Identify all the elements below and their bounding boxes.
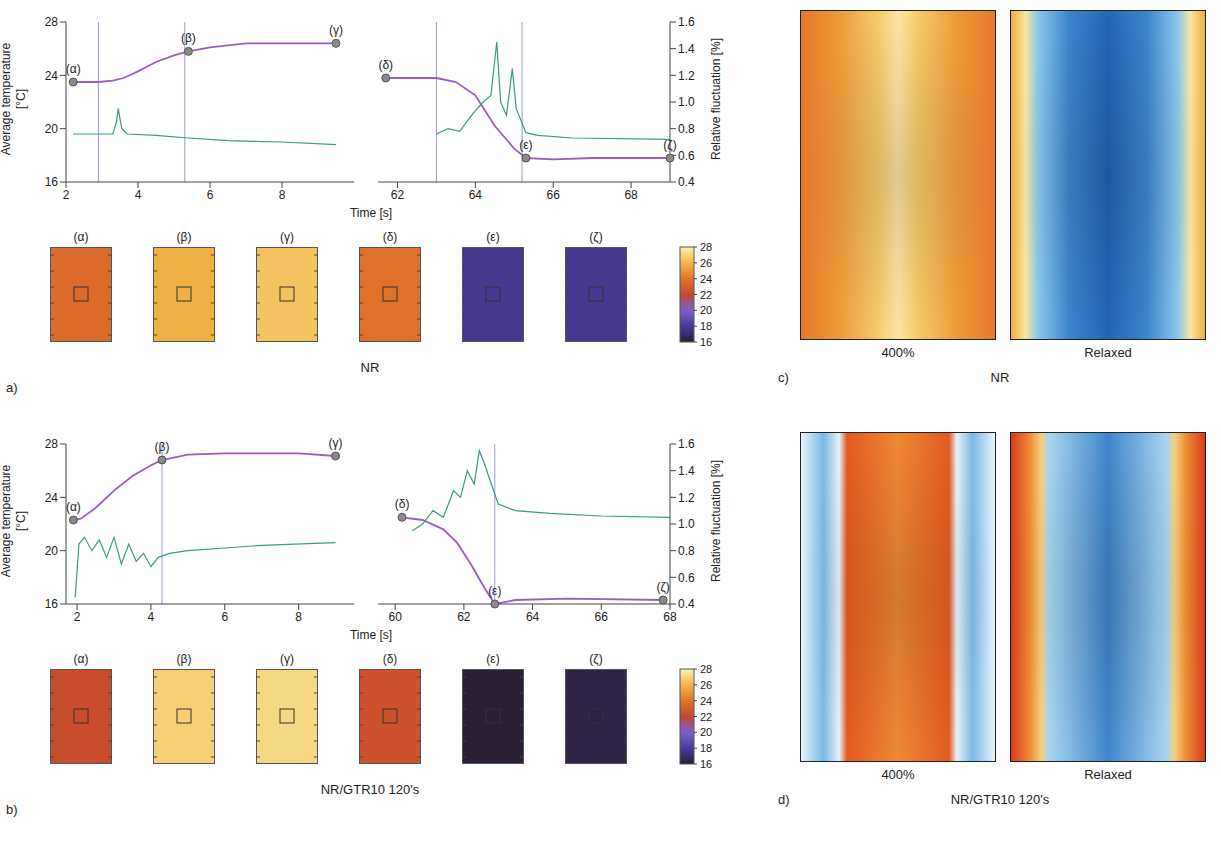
svg-text:66: 66: [547, 188, 561, 202]
svg-text:16: 16: [700, 336, 712, 348]
svg-text:24: 24: [45, 491, 59, 505]
svg-text:(γ): (γ): [329, 436, 343, 450]
svg-text:0.8: 0.8: [678, 122, 695, 136]
svg-text:18: 18: [700, 320, 712, 332]
svg-text:(β): (β): [181, 31, 196, 45]
svg-text:20: 20: [45, 122, 59, 136]
svg-text:64: 64: [469, 188, 483, 202]
html-text:(ζ): (ζ): [589, 652, 603, 666]
html-text:Relaxed: Relaxed: [1084, 767, 1132, 782]
svg-text:22: 22: [700, 289, 712, 301]
svg-text:26: 26: [700, 679, 712, 691]
svg-text:68: 68: [663, 610, 677, 624]
html-text:(ε): (ε): [486, 230, 500, 244]
svg-text:8: 8: [295, 610, 302, 624]
html-text:400%: 400%: [881, 767, 915, 782]
html-text:b): b): [6, 802, 18, 817]
svg-text:20: 20: [700, 726, 712, 738]
html-text:c): c): [778, 370, 789, 385]
svg-text:66: 66: [595, 610, 609, 624]
svg-text:0.6: 0.6: [678, 149, 695, 163]
html-text:(α): (α): [73, 652, 89, 666]
svg-text:(ε): (ε): [488, 584, 501, 598]
html-text:(δ): (δ): [382, 230, 398, 244]
svg-text:1.2: 1.2: [678, 69, 695, 83]
svg-text:28: 28: [700, 241, 712, 253]
svg-text:24: 24: [700, 695, 712, 707]
svg-text:(δ): (δ): [378, 58, 393, 72]
svg-text:(α): (α): [66, 62, 81, 76]
svg-text:6: 6: [221, 610, 228, 624]
svg-text:(δ): (δ): [395, 497, 410, 511]
html-text:(β): (β): [176, 230, 192, 244]
svg-text:64: 64: [526, 610, 540, 624]
svg-text:62: 62: [457, 610, 471, 624]
html-text:Time [s]: Time [s]: [349, 628, 393, 642]
svg-text:0.6: 0.6: [678, 571, 695, 585]
html-text:Relative fluctuation [%]: Relative fluctuation [%]: [709, 460, 723, 582]
svg-text:(α): (α): [66, 500, 81, 514]
svg-text:(ζ): (ζ): [656, 580, 669, 594]
html-text:Average temperature [°C]: Average temperature [°C]: [0, 464, 28, 578]
html-text:Relaxed: Relaxed: [1084, 345, 1132, 360]
html-text:Average temperature [°C]: Average temperature [°C]: [0, 42, 28, 156]
html-text:(ε): (ε): [486, 652, 500, 666]
svg-text:68: 68: [624, 188, 638, 202]
svg-text:2: 2: [74, 610, 81, 624]
html-text:(γ): (γ): [280, 230, 294, 244]
svg-text:(γ): (γ): [329, 23, 343, 37]
html-text:(β): (β): [176, 652, 192, 666]
html-text:d): d): [778, 792, 790, 807]
html-text:400%: 400%: [881, 345, 915, 360]
html-text:Time [s]: Time [s]: [349, 206, 393, 220]
svg-text:28: 28: [700, 663, 712, 675]
html-text:(δ): (δ): [382, 652, 398, 666]
svg-text:1.4: 1.4: [678, 42, 695, 56]
svg-text:0.4: 0.4: [678, 175, 695, 189]
svg-text:(ε): (ε): [519, 138, 532, 152]
svg-text:(β): (β): [155, 440, 170, 454]
svg-text:28: 28: [45, 15, 59, 29]
html-text:(ζ): (ζ): [589, 230, 603, 244]
svg-text:16: 16: [45, 597, 59, 611]
svg-text:22: 22: [700, 711, 712, 723]
svg-text:4: 4: [135, 188, 142, 202]
svg-text:(ζ): (ζ): [663, 138, 676, 152]
svg-text:24: 24: [45, 69, 59, 83]
svg-text:16: 16: [700, 758, 712, 770]
svg-text:0.8: 0.8: [678, 544, 695, 558]
svg-text:16: 16: [45, 175, 59, 189]
svg-text:26: 26: [700, 257, 712, 269]
svg-text:1.2: 1.2: [678, 491, 695, 505]
svg-text:8: 8: [279, 188, 286, 202]
html-text:Relative fluctuation [%]: Relative fluctuation [%]: [709, 38, 723, 160]
svg-text:24: 24: [700, 273, 712, 285]
svg-text:1.0: 1.0: [678, 517, 695, 531]
svg-text:6: 6: [207, 188, 214, 202]
svg-text:4: 4: [148, 610, 155, 624]
svg-text:2: 2: [63, 188, 70, 202]
svg-text:20: 20: [45, 544, 59, 558]
html-text:(α): (α): [73, 230, 89, 244]
svg-text:1.0: 1.0: [678, 95, 695, 109]
html-text:NR: NR: [990, 370, 1010, 385]
svg-text:0.4: 0.4: [678, 597, 695, 611]
svg-text:20: 20: [700, 304, 712, 316]
svg-text:1.6: 1.6: [678, 437, 695, 451]
html-text:a): a): [6, 380, 18, 395]
html-text:(γ): (γ): [280, 652, 294, 666]
svg-text:28: 28: [45, 437, 59, 451]
svg-text:60: 60: [388, 610, 402, 624]
html-text:NR: NR: [360, 360, 380, 375]
svg-text:62: 62: [391, 188, 405, 202]
svg-text:1.4: 1.4: [678, 464, 695, 478]
html-text:NR/GTR10 120's: NR/GTR10 120's: [950, 792, 1050, 807]
svg-text:18: 18: [700, 742, 712, 754]
html-text:NR/GTR10 120's: NR/GTR10 120's: [320, 782, 420, 797]
svg-text:1.6: 1.6: [678, 15, 695, 29]
